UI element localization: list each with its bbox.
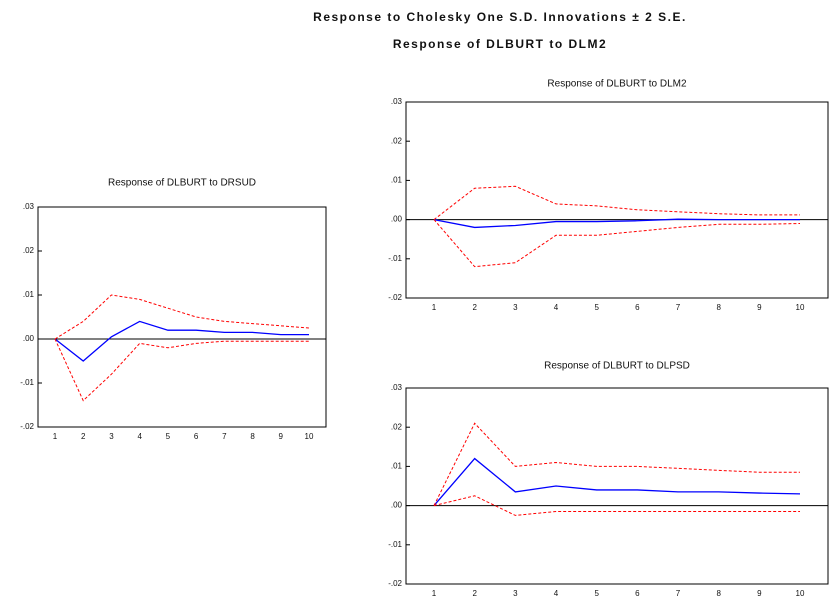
x-tick-label: 3 (513, 589, 518, 598)
chart-title: Response of DLBURT to DLPSD (544, 361, 690, 372)
y-tick-label: .01 (391, 462, 403, 471)
y-tick-label: -.02 (20, 422, 34, 431)
series-line (433, 422, 800, 506)
series-line (433, 218, 800, 229)
plot-frame (37, 206, 327, 428)
x-tick-label: 5 (594, 589, 599, 598)
x-tick-label: 1 (432, 303, 437, 312)
x-tick-label: 5 (166, 432, 171, 441)
y-tick-label: -.01 (388, 254, 402, 263)
page-title: Response to Cholesky One S.D. Innovation… (313, 10, 687, 24)
plot-frame (405, 101, 829, 299)
y-tick-label: .00 (23, 334, 35, 343)
x-tick-label: 3 (109, 432, 114, 441)
x-tick-label: 7 (676, 303, 681, 312)
x-tick-label: 7 (222, 432, 227, 441)
series-line (54, 294, 310, 340)
x-tick-label: 2 (81, 432, 86, 441)
x-tick-label: 4 (137, 432, 142, 441)
y-tick-label: .02 (391, 136, 403, 145)
x-tick-label: 10 (796, 589, 805, 598)
y-tick-label: -.01 (20, 378, 34, 387)
chart-title: Response of DLBURT to DLM2 (547, 79, 687, 90)
page-subtitle: Response of DLBURT to DLM2 (393, 37, 607, 51)
series-line (54, 338, 309, 402)
y-tick-label: .03 (391, 97, 403, 106)
x-tick-label: 1 (53, 432, 58, 441)
series-line (54, 320, 309, 362)
x-tick-label: 2 (472, 303, 477, 312)
y-tick-label: .02 (23, 246, 35, 255)
x-tick-label: 6 (635, 589, 640, 598)
y-tick-label: .03 (391, 383, 403, 392)
series-line (433, 219, 801, 268)
x-tick-label: 9 (279, 432, 284, 441)
x-tick-label: 4 (554, 589, 559, 598)
x-tick-label: 10 (796, 303, 805, 312)
x-tick-label: 1 (432, 589, 437, 598)
y-tick-label: .03 (23, 202, 35, 211)
y-tick-label: .00 (391, 215, 403, 224)
y-tick-label: -.02 (388, 579, 402, 588)
x-tick-label: 4 (554, 303, 559, 312)
series-line (433, 495, 800, 516)
x-tick-label: 9 (757, 589, 762, 598)
y-tick-label: -.01 (388, 540, 402, 549)
series-line (433, 185, 800, 220)
series-line (433, 457, 801, 507)
y-tick-label: .02 (391, 422, 403, 431)
x-tick-label: 10 (305, 432, 314, 441)
y-tick-label: .00 (391, 501, 403, 510)
x-tick-label: 9 (757, 303, 762, 312)
chart-title: Response of DLBURT to DRSUD (108, 178, 256, 189)
x-tick-label: 6 (635, 303, 640, 312)
y-tick-label: -.02 (388, 293, 402, 302)
x-tick-label: 3 (513, 303, 518, 312)
x-tick-label: 2 (472, 589, 477, 598)
y-tick-label: .01 (23, 290, 35, 299)
x-tick-label: 7 (676, 589, 681, 598)
plot-frame (405, 387, 829, 585)
x-tick-label: 8 (250, 432, 255, 441)
x-tick-label: 8 (716, 589, 721, 598)
x-tick-label: 8 (716, 303, 721, 312)
x-tick-label: 5 (594, 303, 599, 312)
x-tick-label: 6 (194, 432, 199, 441)
y-tick-label: .01 (391, 176, 403, 185)
